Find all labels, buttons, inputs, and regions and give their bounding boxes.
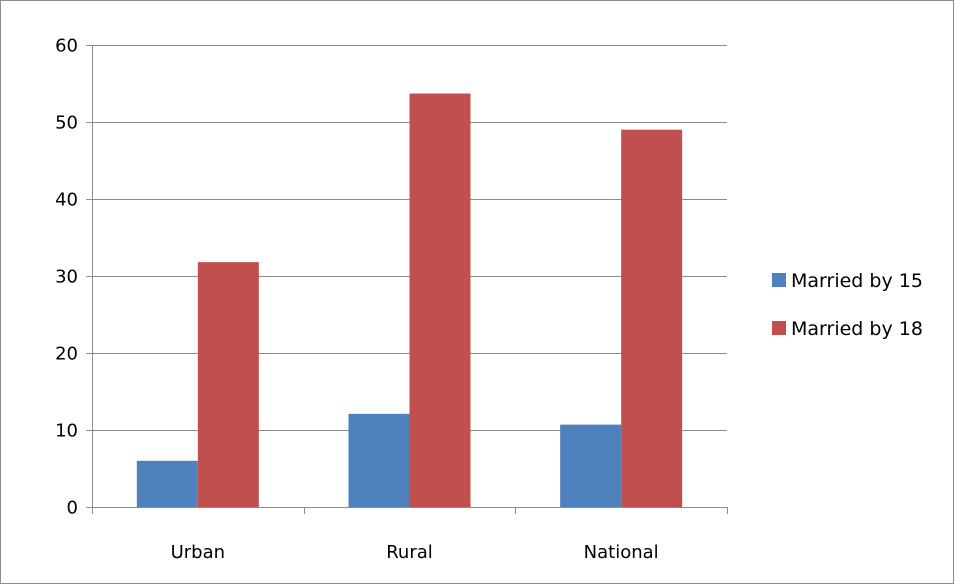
- bar-national-series-1: [560, 424, 622, 507]
- legend-swatch-2: [772, 321, 786, 335]
- y-tick-label-0: 0: [67, 498, 78, 519]
- legend: Married by 15 Married by 18: [772, 270, 923, 340]
- y-tick-label-10: 10: [55, 421, 78, 442]
- bar-urban-series-2: [197, 262, 259, 507]
- tick-labels: 0 10 20 30 40 50 60 Urban Rural National: [55, 36, 659, 564]
- bar-rural-series-1: [348, 413, 410, 507]
- x-tick-label-urban: Urban: [171, 542, 225, 563]
- y-tick-label-30: 30: [55, 267, 78, 288]
- bar-national-series-2: [621, 129, 683, 507]
- x-tick-label-national: National: [584, 542, 659, 563]
- legend-label-1: Married by 15: [791, 270, 923, 292]
- x-tick-label-rural: Rural: [386, 542, 433, 563]
- y-tick-label-60: 60: [55, 36, 78, 57]
- bars: [136, 93, 683, 507]
- y-tick-label-40: 40: [55, 190, 78, 211]
- bar-rural-series-2: [409, 93, 471, 507]
- legend-swatch-1: [772, 273, 786, 287]
- legend-label-2: Married by 18: [791, 318, 923, 340]
- bar-urban-series-1: [136, 460, 198, 507]
- axes: [86, 45, 728, 514]
- y-tick-label-20: 20: [55, 344, 78, 365]
- y-tick-label-50: 50: [55, 113, 78, 134]
